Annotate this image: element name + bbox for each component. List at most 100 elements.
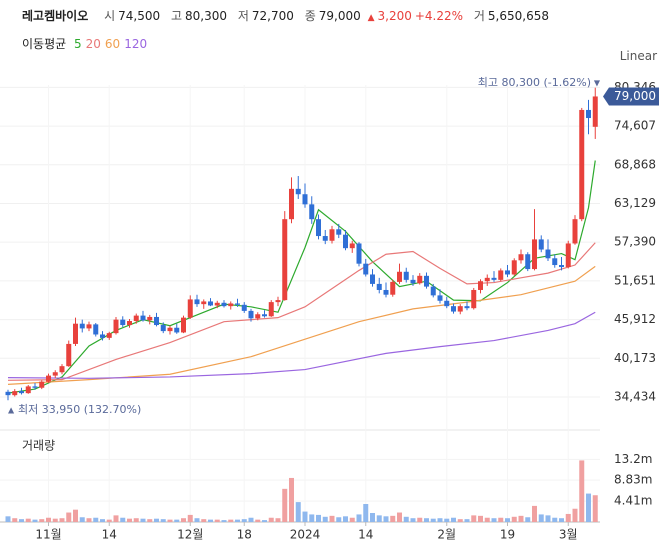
volume-bar [363, 504, 369, 522]
candle-body [532, 239, 537, 270]
low-value: 72,700 [251, 9, 294, 23]
volume-bar [12, 518, 18, 522]
candles [5, 87, 598, 401]
volume-bar [241, 519, 247, 522]
candle-body [160, 325, 166, 332]
volume-bar [532, 505, 537, 522]
volume-bar [430, 518, 436, 522]
candle-body [552, 258, 558, 266]
volume-bar [424, 518, 429, 522]
candle-body [545, 249, 551, 259]
volume-bar [248, 517, 254, 522]
candle-body [417, 275, 423, 284]
close-label: 종 [304, 9, 316, 23]
candle-body [59, 366, 65, 373]
scale-toggle[interactable]: Linear [619, 49, 657, 63]
volume-bar [538, 514, 544, 522]
candle-body [214, 302, 220, 306]
volume-bar [93, 517, 99, 522]
volume-bar [289, 477, 294, 522]
volume-bar [478, 515, 483, 522]
ma-legend-item: 5 [74, 37, 82, 51]
volume-bar [79, 517, 85, 522]
volume-value: 5,650,658 [487, 9, 549, 23]
high-annotation: 최고 80,300 (-1.62%) [478, 76, 591, 89]
volume-bar [518, 515, 524, 522]
candle-body [349, 243, 355, 249]
x-tick-label: 11월 [35, 528, 61, 542]
volume-bar [174, 519, 180, 522]
ma-line [7, 311, 596, 379]
candle-body [174, 327, 180, 333]
volume-bar [403, 516, 409, 522]
volume-bar [52, 518, 58, 522]
candle-body [106, 333, 112, 338]
candle-body [491, 277, 497, 280]
x-tick-label: 2월 [437, 528, 456, 542]
volume-bar [349, 517, 355, 522]
volume-bar [383, 516, 389, 522]
candle-body [430, 286, 436, 296]
candle-body [5, 391, 11, 396]
candle-body [289, 188, 294, 220]
candle-body [559, 265, 564, 268]
candle-body [343, 234, 348, 249]
volume-bar [329, 515, 335, 522]
volume-bar [66, 512, 72, 522]
candle-body [187, 299, 193, 318]
x-tick-label: 14 [102, 528, 117, 542]
volume-bar [505, 518, 510, 522]
volume-bar [444, 518, 450, 522]
current-price-label: 79,000 [614, 89, 656, 103]
volume-bar [214, 519, 220, 522]
volume-bar [437, 518, 443, 522]
ma-legend: 이동평균 5 20 60 120 [22, 35, 151, 52]
volume-bar [73, 509, 78, 522]
volume-bar [106, 519, 112, 522]
candle-body [235, 303, 240, 305]
candle-body [363, 263, 369, 275]
candle-body [93, 324, 99, 335]
volume-bar [525, 517, 531, 522]
candle-body [579, 109, 585, 220]
y-tick-label: 45,912 [614, 312, 656, 326]
y-tick-label: 34,434 [614, 389, 656, 403]
candle-body [120, 319, 126, 326]
volume-bar [586, 493, 591, 522]
open-label: 시 [104, 9, 116, 23]
candle-body [194, 299, 200, 305]
close-value: 79,000 [318, 9, 361, 23]
candle-body [565, 243, 571, 268]
candle-body [424, 275, 429, 287]
candle-body [410, 279, 416, 284]
candle-body [471, 289, 477, 309]
candle-body [336, 229, 342, 235]
candle-body [79, 323, 85, 329]
volume-bar [322, 516, 328, 522]
volume-bar [160, 519, 166, 522]
y-tick-label: 68,868 [614, 157, 656, 171]
candle-body [518, 254, 524, 261]
candle-body [464, 306, 470, 309]
volume-bar [336, 517, 342, 522]
volume-bar [592, 495, 598, 522]
volume-bar [39, 519, 45, 522]
volume-bar [262, 520, 267, 522]
candle-body [255, 314, 261, 319]
candle-body [572, 219, 578, 244]
volume-bar [579, 460, 585, 522]
volume-bar [572, 508, 578, 522]
volume-bar [471, 515, 477, 522]
candle-body [147, 316, 153, 321]
x-tick-label: 12월 [177, 528, 203, 542]
volume-pane [5, 460, 598, 522]
candle-body [262, 314, 267, 317]
volume-bar [133, 518, 139, 522]
volume-bar [127, 518, 132, 522]
candle-body [208, 301, 213, 306]
volume-bar [545, 515, 551, 522]
candle-body [248, 310, 254, 319]
volume-bar [451, 517, 456, 522]
volume-bar [5, 516, 11, 522]
